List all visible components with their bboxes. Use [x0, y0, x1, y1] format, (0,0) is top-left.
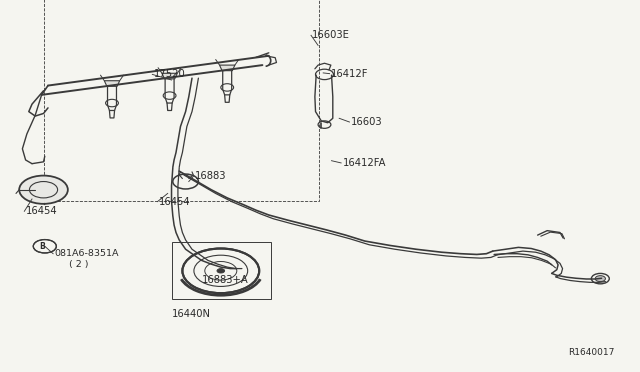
Circle shape	[19, 176, 68, 204]
Bar	[172, 242, 271, 299]
Polygon shape	[220, 65, 235, 71]
Text: 16603E: 16603E	[312, 31, 350, 40]
Text: 16454: 16454	[26, 206, 57, 216]
Text: 16454: 16454	[159, 197, 190, 206]
Bar	[44, 0, 319, 201]
Polygon shape	[162, 73, 177, 79]
Text: 16883+A: 16883+A	[202, 275, 248, 285]
Circle shape	[595, 276, 605, 282]
Polygon shape	[104, 81, 120, 86]
Text: 16883: 16883	[195, 171, 227, 180]
Text: 16603: 16603	[351, 117, 382, 127]
Text: 16412F: 16412F	[331, 69, 369, 78]
Text: 17520: 17520	[154, 70, 186, 79]
Text: B: B	[40, 242, 45, 251]
Circle shape	[217, 269, 225, 273]
Text: R1640017: R1640017	[568, 348, 614, 357]
Text: 16412FA: 16412FA	[342, 158, 386, 168]
Text: ( 2 ): ( 2 )	[69, 260, 88, 269]
Text: 16440N: 16440N	[172, 310, 211, 319]
Text: 081A6-8351A: 081A6-8351A	[54, 249, 119, 258]
